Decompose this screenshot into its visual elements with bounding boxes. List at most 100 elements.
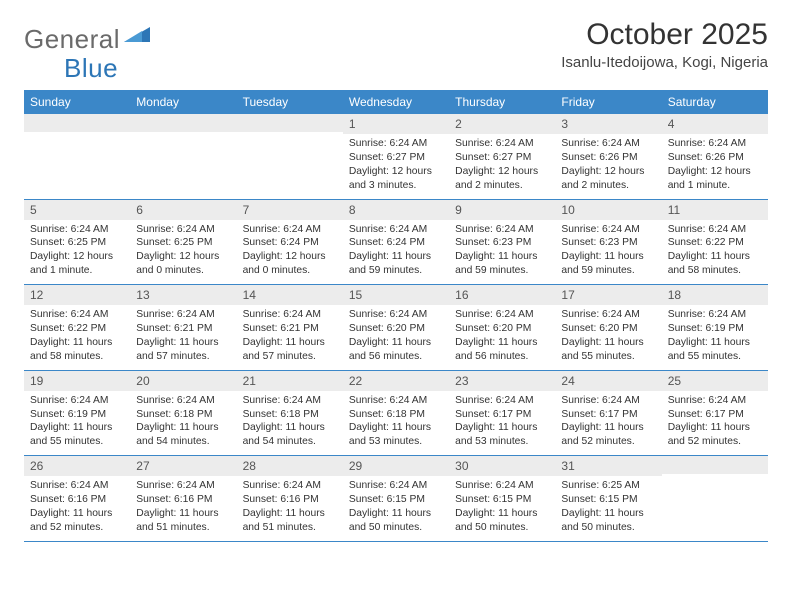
day-cell: 26Sunrise: 6:24 AMSunset: 6:16 PMDayligh… (24, 456, 130, 541)
sunset-text: Sunset: 6:15 PM (455, 493, 549, 507)
daylight-text: Daylight: 12 hours and 1 minute. (30, 250, 124, 278)
sunrise-text: Sunrise: 6:24 AM (455, 223, 549, 237)
daylight-text: Daylight: 11 hours and 50 minutes. (349, 507, 443, 535)
day-body: Sunrise: 6:24 AMSunset: 6:18 PMDaylight:… (130, 391, 236, 456)
day-cell (130, 114, 236, 199)
daylight-text: Daylight: 11 hours and 55 minutes. (561, 336, 655, 364)
daylight-text: Daylight: 12 hours and 3 minutes. (349, 165, 443, 193)
day-number: 3 (555, 114, 661, 134)
day-body: Sunrise: 6:24 AMSunset: 6:18 PMDaylight:… (343, 391, 449, 456)
day-body: Sunrise: 6:24 AMSunset: 6:26 PMDaylight:… (555, 134, 661, 199)
sunset-text: Sunset: 6:26 PM (668, 151, 762, 165)
sunrise-text: Sunrise: 6:24 AM (668, 137, 762, 151)
week-row: 5Sunrise: 6:24 AMSunset: 6:25 PMDaylight… (24, 200, 768, 286)
sunset-text: Sunset: 6:27 PM (455, 151, 549, 165)
day-body: Sunrise: 6:24 AMSunset: 6:18 PMDaylight:… (237, 391, 343, 456)
day-body: Sunrise: 6:24 AMSunset: 6:15 PMDaylight:… (343, 476, 449, 541)
day-number: 31 (555, 456, 661, 476)
day-body: Sunrise: 6:24 AMSunset: 6:16 PMDaylight:… (237, 476, 343, 541)
daylight-text: Daylight: 11 hours and 56 minutes. (455, 336, 549, 364)
day-body: Sunrise: 6:24 AMSunset: 6:22 PMDaylight:… (662, 220, 768, 285)
day-body: Sunrise: 6:24 AMSunset: 6:17 PMDaylight:… (662, 391, 768, 456)
brand-text-1: General (24, 24, 120, 55)
daylight-text: Daylight: 11 hours and 51 minutes. (136, 507, 230, 535)
sunrise-text: Sunrise: 6:24 AM (30, 223, 124, 237)
daylight-text: Daylight: 11 hours and 58 minutes. (30, 336, 124, 364)
sunset-text: Sunset: 6:22 PM (668, 236, 762, 250)
day-body: Sunrise: 6:24 AMSunset: 6:25 PMDaylight:… (24, 220, 130, 285)
brand-triangle-icon (124, 24, 150, 47)
calendar-page: General October 2025 Isanlu-Itedoijowa, … (0, 0, 792, 566)
day-number: 27 (130, 456, 236, 476)
daylight-text: Daylight: 11 hours and 50 minutes. (455, 507, 549, 535)
day-number: 11 (662, 200, 768, 220)
day-body (662, 474, 768, 528)
day-number: 4 (662, 114, 768, 134)
day-body: Sunrise: 6:24 AMSunset: 6:19 PMDaylight:… (24, 391, 130, 456)
day-cell: 11Sunrise: 6:24 AMSunset: 6:22 PMDayligh… (662, 200, 768, 285)
sunrise-text: Sunrise: 6:24 AM (561, 394, 655, 408)
day-number: 20 (130, 371, 236, 391)
day-body: Sunrise: 6:24 AMSunset: 6:23 PMDaylight:… (449, 220, 555, 285)
day-body: Sunrise: 6:24 AMSunset: 6:22 PMDaylight:… (24, 305, 130, 370)
sunset-text: Sunset: 6:25 PM (30, 236, 124, 250)
day-body: Sunrise: 6:24 AMSunset: 6:27 PMDaylight:… (449, 134, 555, 199)
day-cell: 23Sunrise: 6:24 AMSunset: 6:17 PMDayligh… (449, 371, 555, 456)
sunrise-text: Sunrise: 6:24 AM (455, 137, 549, 151)
day-cell: 4 Sunrise: 6:24 AMSunset: 6:26 PMDaylight… (662, 114, 768, 199)
daylight-text: Daylight: 11 hours and 54 minutes. (243, 421, 337, 449)
daylight-text: Daylight: 12 hours and 0 minutes. (136, 250, 230, 278)
sunset-text: Sunset: 6:20 PM (561, 322, 655, 336)
sunrise-text: Sunrise: 6:25 AM (561, 479, 655, 493)
day-cell: 5Sunrise: 6:24 AMSunset: 6:25 PMDaylight… (24, 200, 130, 285)
day-body: Sunrise: 6:24 AMSunset: 6:17 PMDaylight:… (449, 391, 555, 456)
day-cell: 24Sunrise: 6:24 AMSunset: 6:17 PMDayligh… (555, 371, 661, 456)
day-cell: 13Sunrise: 6:24 AMSunset: 6:21 PMDayligh… (130, 285, 236, 370)
week-row: 26Sunrise: 6:24 AMSunset: 6:16 PMDayligh… (24, 456, 768, 542)
sunrise-text: Sunrise: 6:24 AM (349, 137, 443, 151)
daylight-text: Daylight: 11 hours and 54 minutes. (136, 421, 230, 449)
day-number (130, 114, 236, 132)
sunset-text: Sunset: 6:15 PM (561, 493, 655, 507)
title-block: October 2025 Isanlu-Itedoijowa, Kogi, Ni… (561, 18, 768, 71)
day-cell: 16Sunrise: 6:24 AMSunset: 6:20 PMDayligh… (449, 285, 555, 370)
day-number: 6 (130, 200, 236, 220)
sunset-text: Sunset: 6:17 PM (668, 408, 762, 422)
weekday-saturday: Saturday (662, 90, 768, 114)
day-cell (24, 114, 130, 199)
sunrise-text: Sunrise: 6:24 AM (136, 223, 230, 237)
sunset-text: Sunset: 6:24 PM (349, 236, 443, 250)
daylight-text: Daylight: 11 hours and 53 minutes. (455, 421, 549, 449)
sunset-text: Sunset: 6:22 PM (30, 322, 124, 336)
week-row: 12Sunrise: 6:24 AMSunset: 6:22 PMDayligh… (24, 285, 768, 371)
day-number: 16 (449, 285, 555, 305)
day-number: 18 (662, 285, 768, 305)
daylight-text: Daylight: 11 hours and 55 minutes. (668, 336, 762, 364)
sunrise-text: Sunrise: 6:24 AM (243, 223, 337, 237)
daylight-text: Daylight: 11 hours and 52 minutes. (668, 421, 762, 449)
day-body: Sunrise: 6:24 AMSunset: 6:25 PMDaylight:… (130, 220, 236, 285)
day-cell (662, 456, 768, 541)
daylight-text: Daylight: 12 hours and 0 minutes. (243, 250, 337, 278)
day-number (237, 114, 343, 132)
day-number: 29 (343, 456, 449, 476)
daylight-text: Daylight: 11 hours and 56 minutes. (349, 336, 443, 364)
day-cell: 10Sunrise: 6:24 AMSunset: 6:23 PMDayligh… (555, 200, 661, 285)
day-cell: 12Sunrise: 6:24 AMSunset: 6:22 PMDayligh… (24, 285, 130, 370)
daylight-text: Daylight: 11 hours and 52 minutes. (561, 421, 655, 449)
day-number: 24 (555, 371, 661, 391)
day-body: Sunrise: 6:24 AMSunset: 6:16 PMDaylight:… (24, 476, 130, 541)
month-title: October 2025 (561, 18, 768, 52)
day-body (130, 132, 236, 186)
day-cell: 1Sunrise: 6:24 AMSunset: 6:27 PMDaylight… (343, 114, 449, 199)
day-number: 8 (343, 200, 449, 220)
day-cell (237, 114, 343, 199)
sunset-text: Sunset: 6:26 PM (561, 151, 655, 165)
brand-logo: General (24, 24, 150, 55)
day-number: 15 (343, 285, 449, 305)
day-cell: 20Sunrise: 6:24 AMSunset: 6:18 PMDayligh… (130, 371, 236, 456)
day-body (24, 132, 130, 186)
day-body: Sunrise: 6:24 AMSunset: 6:24 PMDaylight:… (343, 220, 449, 285)
day-cell: 7Sunrise: 6:24 AMSunset: 6:24 PMDaylight… (237, 200, 343, 285)
daylight-text: Daylight: 12 hours and 1 minute. (668, 165, 762, 193)
